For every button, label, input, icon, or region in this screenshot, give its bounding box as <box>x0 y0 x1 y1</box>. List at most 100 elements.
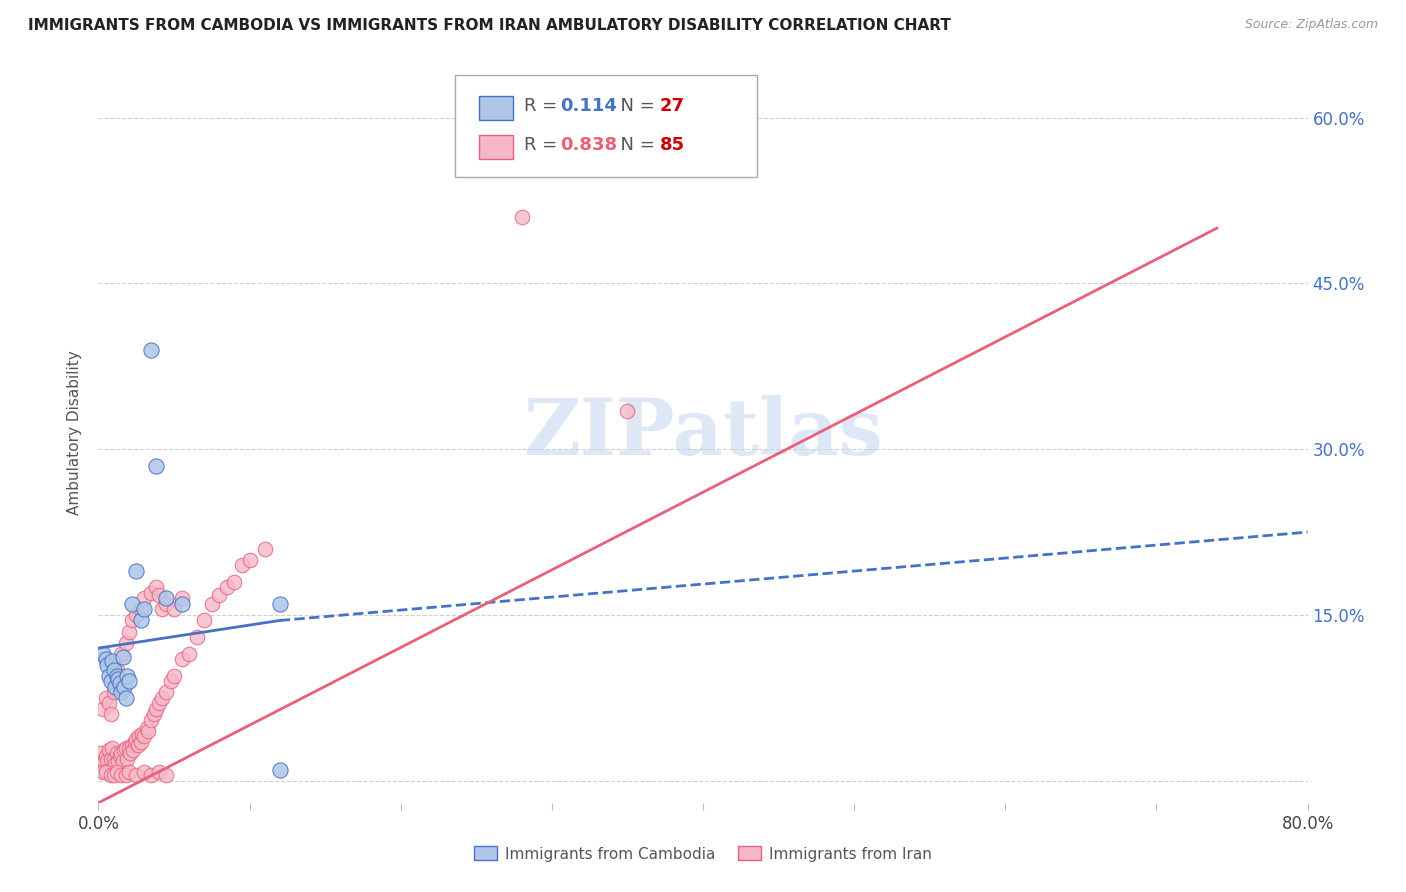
Point <box>129 614 152 628</box>
Point <box>121 597 143 611</box>
Point <box>91 702 114 716</box>
Point <box>112 743 135 757</box>
Point <box>179 647 201 661</box>
Point <box>96 657 118 672</box>
Point <box>163 669 186 683</box>
Point <box>108 749 131 764</box>
Point <box>170 597 193 611</box>
Point <box>148 764 170 779</box>
Text: 0.114: 0.114 <box>561 97 617 115</box>
Point <box>105 669 128 683</box>
Point <box>253 541 276 556</box>
Point <box>215 580 238 594</box>
Point <box>132 730 155 744</box>
Point <box>93 754 115 768</box>
Point <box>112 680 135 694</box>
Point <box>120 746 142 760</box>
Point <box>107 672 129 686</box>
Point <box>124 735 146 749</box>
Point <box>145 702 167 716</box>
Point <box>141 768 163 782</box>
Point <box>125 607 148 622</box>
Point <box>131 727 153 741</box>
Point <box>110 685 132 699</box>
Point <box>160 674 183 689</box>
Point <box>129 602 152 616</box>
Point <box>103 685 125 699</box>
Point <box>148 697 170 711</box>
Point <box>100 707 122 722</box>
Text: 85: 85 <box>659 136 685 154</box>
Point <box>269 597 291 611</box>
Point <box>107 754 129 768</box>
Point <box>155 591 177 606</box>
Point <box>170 652 193 666</box>
Text: Source: ZipAtlas.com: Source: ZipAtlas.com <box>1244 18 1378 31</box>
Point <box>148 588 170 602</box>
Point <box>114 768 136 782</box>
Point <box>98 697 121 711</box>
Point <box>111 754 134 768</box>
Point <box>105 746 128 760</box>
Point <box>101 654 124 668</box>
Text: IMMIGRANTS FROM CAMBODIA VS IMMIGRANTS FROM IRAN AMBULATORY DISABILITY CORRELATI: IMMIGRANTS FROM CAMBODIA VS IMMIGRANTS F… <box>28 18 950 33</box>
Point <box>145 580 167 594</box>
Point <box>98 669 121 683</box>
FancyBboxPatch shape <box>456 75 758 178</box>
Point <box>114 740 136 755</box>
Point <box>231 558 253 573</box>
Point <box>125 731 148 746</box>
Point <box>129 735 152 749</box>
Point <box>155 685 177 699</box>
Point <box>94 690 117 705</box>
Point <box>110 647 132 661</box>
Point <box>114 635 136 649</box>
Point <box>111 649 134 664</box>
Point <box>127 739 149 753</box>
Point <box>163 602 186 616</box>
Point <box>150 602 173 616</box>
Point <box>186 630 208 644</box>
FancyBboxPatch shape <box>479 96 513 120</box>
Point <box>224 574 246 589</box>
Point <box>121 739 143 753</box>
Point <box>132 591 155 606</box>
Text: 0.838: 0.838 <box>561 136 617 154</box>
Point <box>103 663 125 677</box>
Point <box>100 768 122 782</box>
Point <box>208 588 231 602</box>
Point <box>135 721 157 735</box>
Point <box>132 602 155 616</box>
Point <box>125 564 148 578</box>
Point <box>118 674 141 689</box>
Point <box>115 669 138 683</box>
Point <box>108 676 131 690</box>
Point <box>136 723 159 738</box>
Point <box>104 680 127 694</box>
Point <box>145 458 167 473</box>
Point <box>100 751 122 765</box>
Legend: Immigrants from Cambodia, Immigrants from Iran: Immigrants from Cambodia, Immigrants fro… <box>467 838 939 869</box>
Point <box>104 757 127 772</box>
Text: R =: R = <box>524 136 562 154</box>
Point <box>141 343 163 357</box>
Point <box>103 751 125 765</box>
Point <box>105 764 128 779</box>
Point <box>110 768 132 782</box>
Y-axis label: Ambulatory Disability: Ambulatory Disability <box>67 351 83 515</box>
Point <box>118 624 141 639</box>
Point <box>155 768 177 782</box>
Point <box>103 768 125 782</box>
Point <box>143 707 166 722</box>
Point <box>121 614 143 628</box>
Point <box>94 749 117 764</box>
Text: R =: R = <box>524 97 562 115</box>
Point <box>105 663 128 677</box>
Point <box>118 764 141 779</box>
Point <box>122 743 145 757</box>
Point <box>193 614 215 628</box>
Point <box>114 690 136 705</box>
Point <box>115 751 138 765</box>
Point <box>155 597 177 611</box>
Text: ZIPatlas: ZIPatlas <box>523 394 883 471</box>
